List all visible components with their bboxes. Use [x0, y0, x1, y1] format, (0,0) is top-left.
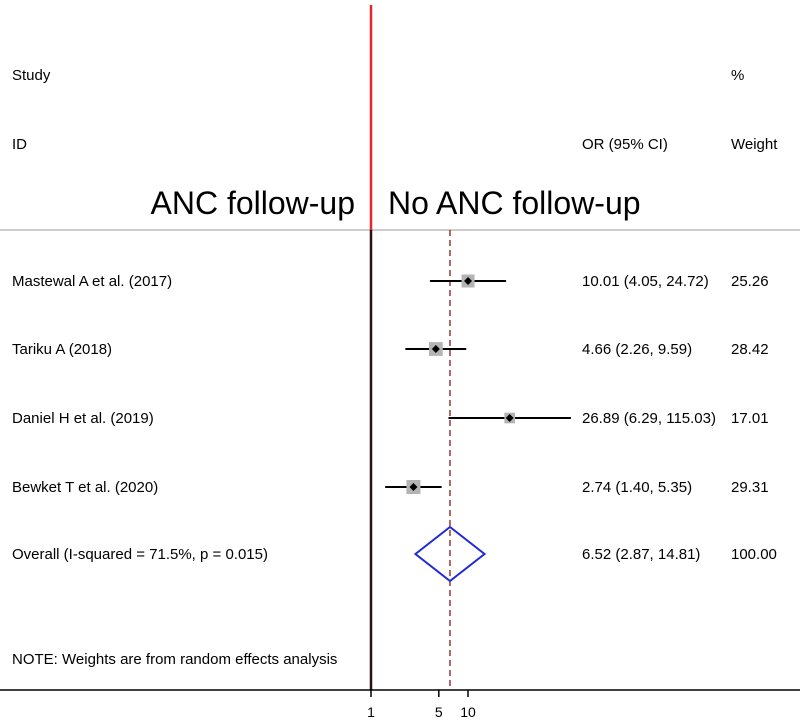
weights-note: NOTE: Weights are from random effects an…	[12, 651, 337, 668]
x-tick-label: 5	[435, 704, 443, 720]
study-label: Mastewal A et al. (2017)	[12, 273, 172, 290]
header-ci: OR (95% CI)	[582, 136, 668, 153]
overall-or-ci-value: 6.52 (2.87, 14.81)	[582, 546, 700, 563]
favor-left-label: ANC follow-up	[150, 185, 355, 221]
weight-value: 28.42	[731, 341, 769, 358]
weight-value: 25.26	[731, 273, 769, 290]
study-label: Tariku A (2018)	[12, 341, 112, 358]
header-id: ID	[12, 136, 27, 153]
or-ci-value: 2.74 (1.40, 5.35)	[582, 479, 692, 496]
x-tick-label: 1	[367, 704, 375, 720]
favor-right-label: No ANC follow-up	[388, 185, 641, 221]
header-weight: Weight	[731, 136, 778, 153]
point-estimate	[464, 277, 473, 285]
point-estimate	[505, 414, 514, 422]
or-ci-value: 26.89 (6.29, 115.03)	[582, 410, 716, 427]
x-tick-label: 10	[460, 704, 476, 720]
header-weight-percent: %	[731, 67, 744, 84]
overall-label: Overall (I-squared = 71.5%, p = 0.015)	[12, 546, 268, 563]
study-row: Tariku A (2018) 4.66 (2.26, 9.59) 28.42	[12, 341, 769, 358]
study-label: Bewket T et al. (2020)	[12, 479, 158, 496]
study-row: Mastewal A et al. (2017) 10.01 (4.05, 24.…	[12, 273, 769, 290]
study-row: Bewket T et al. (2020) 2.74 (1.40, 5.35) 2…	[12, 479, 769, 496]
point-estimate	[431, 345, 440, 353]
header-study: Study	[12, 67, 51, 84]
weight-value: 29.31	[731, 479, 769, 496]
overall-diamond	[413, 525, 487, 583]
weight-value: 17.01	[731, 410, 769, 427]
point-estimate	[409, 483, 418, 491]
overall-row: Overall (I-squared = 71.5%, p = 0.015) 6.…	[12, 525, 777, 583]
or-ci-value: 10.01 (4.05, 24.72)	[582, 273, 709, 290]
study-row: Daniel H et al. (2019) 26.89 (6.29, 115.0…	[12, 410, 769, 427]
study-label: Daniel H et al. (2019)	[12, 410, 154, 427]
or-ci-value: 4.66 (2.26, 9.59)	[582, 341, 692, 358]
overall-weight-value: 100.00	[731, 546, 777, 563]
